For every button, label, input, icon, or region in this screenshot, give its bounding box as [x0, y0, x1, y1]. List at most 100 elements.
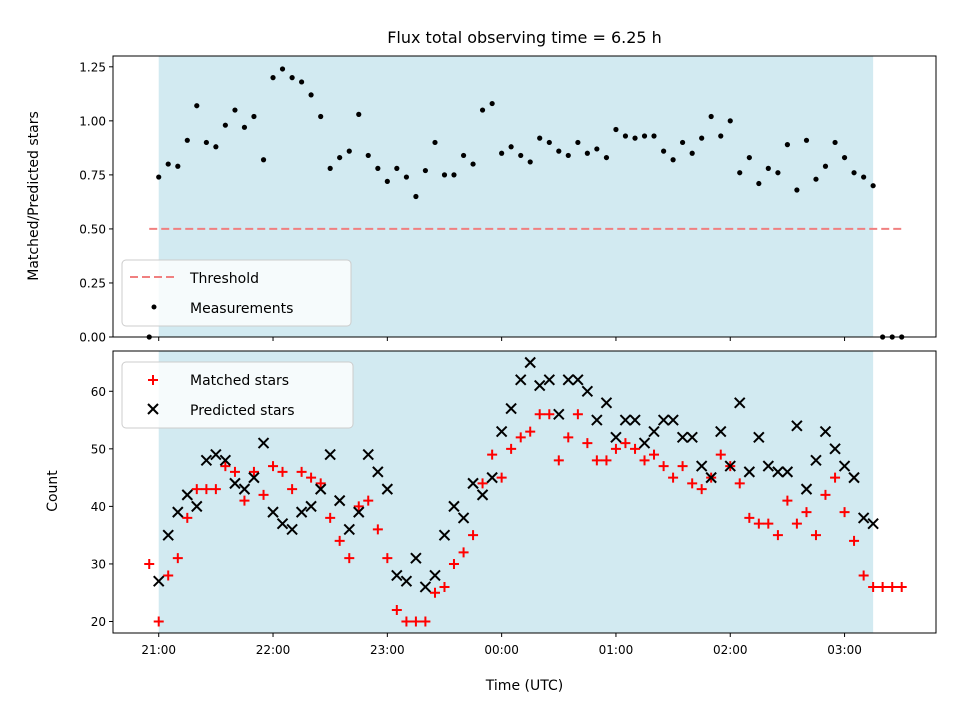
- matched-star-point: [849, 535, 860, 546]
- bottom-y-tick-label: 20: [91, 615, 106, 629]
- predicted-star-point: [391, 569, 403, 582]
- top-legend: Threshold Measurements: [121, 259, 352, 327]
- predicted-star-point: [191, 500, 203, 513]
- predicted-star-point: [505, 402, 517, 415]
- measurement-point: [584, 150, 590, 156]
- top-chart-title: Flux total observing time = 6.25 h: [387, 28, 662, 47]
- measurement-point: [241, 124, 248, 130]
- measurement-point: [670, 157, 676, 163]
- matched-star-point: [896, 581, 907, 592]
- matched-star-point: [277, 466, 288, 477]
- measurement-point: [299, 79, 305, 85]
- measurement-point: [822, 163, 829, 169]
- bottom-y-axis-label: Count: [45, 470, 61, 512]
- measurement-point: [651, 133, 657, 139]
- matched-star-point: [239, 495, 250, 506]
- matched-star-point: [782, 495, 793, 506]
- x-tick-label: 02:00: [713, 643, 748, 657]
- predicted-star-point: [591, 414, 603, 426]
- matched-star-point: [258, 489, 269, 500]
- matched-star-point: [391, 604, 402, 615]
- measurement-point: [775, 170, 781, 176]
- predicted-star-point: [581, 385, 594, 397]
- measurement-point: [546, 139, 552, 146]
- matched-star-point: [734, 478, 745, 489]
- predicted-star-point: [238, 483, 251, 495]
- matched-star-point: [401, 616, 412, 627]
- measurement-point: [679, 139, 686, 146]
- predicted-star-point: [381, 483, 394, 495]
- predicted-star-point: [172, 506, 184, 518]
- measurement-point: [432, 139, 438, 146]
- predicted-star-point: [810, 454, 822, 467]
- matched-star-point: [753, 518, 764, 529]
- bottom-legend: Matched stars Predicted stars: [121, 361, 354, 429]
- matched-star-point: [468, 530, 479, 541]
- matched-star-point: [163, 570, 174, 581]
- matched-star-point: [487, 449, 498, 460]
- measurement-point: [861, 174, 867, 180]
- matched-star-point: [210, 484, 221, 495]
- predicted-star-point: [791, 420, 803, 432]
- matched-star-point: [839, 507, 850, 518]
- predicted-star-point: [781, 466, 794, 478]
- measurement-point: [508, 144, 514, 150]
- legend-measurements-label: Measurements: [190, 301, 293, 317]
- predicted-star-point: [848, 471, 860, 484]
- matched-star-point: [315, 478, 326, 489]
- matched-star-point: [296, 466, 307, 477]
- matched-star-point: [696, 484, 707, 495]
- measurement-point: [384, 178, 390, 184]
- matched-star-point: [639, 455, 650, 466]
- predicted-star-point: [200, 454, 213, 467]
- matched-star-point: [515, 432, 526, 443]
- measurement-point: [803, 137, 810, 143]
- matched-star-point: [477, 478, 488, 489]
- measurement-point: [289, 75, 295, 81]
- measurement-point: [203, 139, 209, 146]
- matched-star-point: [620, 438, 631, 449]
- matched-star-point: [201, 484, 212, 495]
- matched-star-point: [791, 518, 802, 529]
- legend-threshold-label: Threshold: [189, 271, 259, 287]
- measurement-point: [460, 152, 467, 159]
- matched-star-point: [544, 409, 555, 420]
- measurement-point: [565, 152, 571, 159]
- matched-star-point: [572, 409, 583, 420]
- measurement-point: [375, 165, 381, 171]
- measurement-point: [194, 103, 200, 109]
- predicted-star-point: [533, 379, 546, 392]
- legend-predicted-marker: [147, 403, 159, 415]
- matched-star-point: [553, 455, 564, 466]
- predicted-star-point: [648, 425, 660, 438]
- matched-star-point: [772, 530, 783, 541]
- legend-predicted-label: Predicted stars: [190, 403, 295, 419]
- measurement-point: [499, 150, 505, 156]
- measurement-point: [165, 161, 171, 167]
- matched-star-point: [344, 553, 355, 564]
- predicted-star-point: [610, 431, 622, 444]
- matched-star-point: [801, 507, 812, 518]
- matched-star-point: [506, 443, 517, 454]
- predicted-star-point: [486, 471, 498, 484]
- predicted-star-point: [867, 517, 879, 530]
- measurement-point: [270, 75, 276, 81]
- matched-star-point: [248, 466, 259, 477]
- predicted-star-point: [229, 477, 241, 490]
- matched-star-point: [448, 558, 459, 569]
- top-plot-frame: [112, 55, 937, 338]
- matched-star-point: [877, 581, 888, 592]
- legend-matched-label: Matched stars: [190, 373, 289, 389]
- predicted-star-point: [153, 575, 165, 587]
- measurement-point: [318, 113, 324, 120]
- predicted-star-point: [762, 460, 775, 472]
- x-tick-label: 03:00: [827, 643, 862, 657]
- predicted-star-point: [467, 477, 479, 490]
- measurement-point: [518, 152, 524, 159]
- measurement-point: [632, 135, 638, 141]
- predicted-star-point: [619, 414, 632, 426]
- predicted-star-point: [410, 552, 422, 564]
- x-tick-label: 01:00: [599, 643, 634, 657]
- predicted-star-point: [743, 466, 756, 478]
